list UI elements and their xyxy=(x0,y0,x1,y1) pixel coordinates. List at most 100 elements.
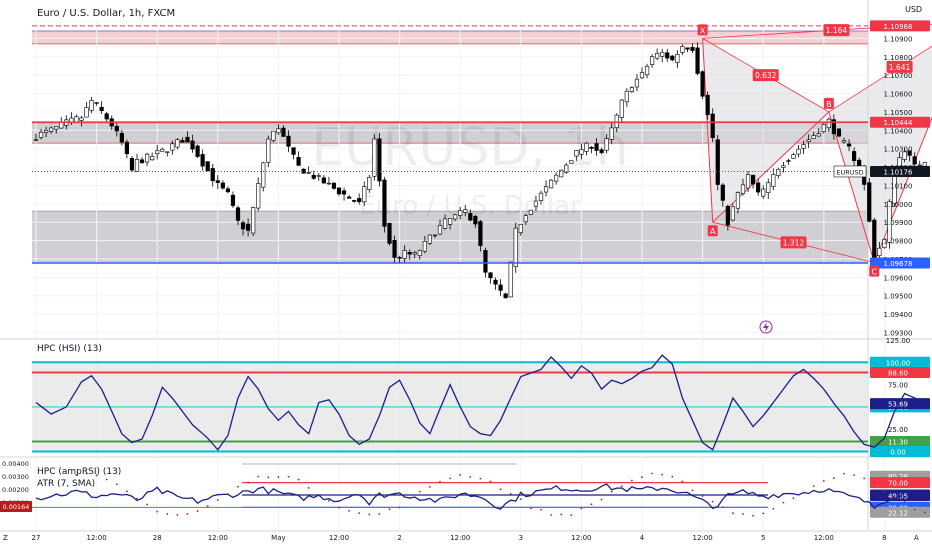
amprsi-indicator-title[interactable]: HPC (ampRSI) (13) xyxy=(37,467,121,477)
candle xyxy=(634,73,640,91)
candle xyxy=(367,174,372,193)
candle-body xyxy=(518,224,523,233)
candle-body xyxy=(493,279,498,285)
candle xyxy=(796,145,801,158)
candle-body xyxy=(104,113,109,120)
candle-body xyxy=(609,127,614,140)
pattern-point-a[interactable]: A xyxy=(707,225,718,237)
hsi-level-tag: 88.60 xyxy=(870,366,930,378)
candle-body xyxy=(559,169,564,178)
candle xyxy=(725,204,730,231)
lightning-icon[interactable] xyxy=(759,320,773,334)
candle-body xyxy=(634,78,640,88)
hsi-level-tag-text: 88.60 xyxy=(888,369,908,377)
time-tick-label: 2 xyxy=(397,534,401,542)
atr-dot xyxy=(489,480,492,483)
level-tag-blue-level: 1.09678 xyxy=(870,257,930,269)
atr-dot xyxy=(509,493,512,495)
candle xyxy=(660,48,665,63)
candle xyxy=(175,138,180,150)
candle-body xyxy=(846,143,852,147)
atr-dot xyxy=(681,480,684,483)
candle xyxy=(261,161,266,192)
hsi-tick-label: 75.00 xyxy=(888,382,908,390)
pattern-point-label: C xyxy=(872,268,878,277)
hsi-level-tag-bg xyxy=(870,446,930,458)
pattern-point-x[interactable]: X xyxy=(697,24,708,35)
candle xyxy=(705,91,710,120)
candle xyxy=(887,199,892,249)
pattern-point-c[interactable]: C xyxy=(869,265,880,277)
candle xyxy=(377,133,382,187)
candle-body xyxy=(543,186,549,193)
price-tick-label: 1.10900 xyxy=(884,35,913,43)
candle xyxy=(447,218,453,230)
candle xyxy=(574,150,579,161)
candle-body xyxy=(700,71,705,97)
time-tick-label: 5 xyxy=(761,534,765,542)
candle xyxy=(185,131,190,143)
candle xyxy=(276,124,281,135)
candle xyxy=(331,182,337,190)
candle-body xyxy=(281,127,286,137)
candle xyxy=(392,235,397,264)
candle xyxy=(801,140,806,155)
candle-body xyxy=(357,198,362,203)
candle-body xyxy=(306,172,311,174)
candle-body xyxy=(624,90,629,103)
candle-body xyxy=(276,128,281,134)
price-tick-label: 1.10300 xyxy=(884,146,913,154)
time-tick-label: 12:00 xyxy=(450,534,470,542)
atr-last-bg xyxy=(0,501,32,512)
candle xyxy=(139,157,145,164)
candle-body xyxy=(195,145,200,157)
atr-dot xyxy=(75,474,78,476)
candle xyxy=(624,88,629,107)
candle-body xyxy=(801,144,806,149)
amprsi-oscillator: 80.2870.0050.0049.0530.0022.120.004000.0… xyxy=(0,460,930,518)
candle-body xyxy=(89,100,94,111)
hsi-level-tag: 11.30 xyxy=(870,435,930,447)
atr-indicator-title[interactable]: ATR (7, SMA) xyxy=(37,479,95,489)
zone-resistance-top xyxy=(32,31,868,44)
candle-body xyxy=(382,179,387,227)
hsi-last-tag: 53.69 xyxy=(870,398,930,410)
candle-body xyxy=(447,218,453,225)
candle xyxy=(357,193,362,205)
atr-dot xyxy=(317,494,320,496)
candle-body xyxy=(735,192,741,209)
candle xyxy=(453,214,458,222)
amprsi-level-tag-text: 70.00 xyxy=(888,480,908,488)
candle xyxy=(569,160,574,164)
level-tag-dashed-top: 1.10968 xyxy=(870,20,930,32)
hsi-indicator-title[interactable]: HPC (HSI) (13) xyxy=(37,344,102,354)
level-tag-dashed-top-text: 1.10968 xyxy=(884,23,913,31)
candle-body xyxy=(478,221,483,246)
candle xyxy=(190,134,195,153)
candle xyxy=(230,191,236,208)
zone-upper-gray xyxy=(32,122,868,144)
candle xyxy=(412,250,417,259)
candle xyxy=(811,131,816,139)
candle xyxy=(346,194,352,199)
candle-body xyxy=(240,222,246,230)
candle-body xyxy=(246,223,251,231)
candle-body xyxy=(84,107,89,118)
atr-dot xyxy=(843,472,845,475)
candle xyxy=(639,67,645,80)
candle xyxy=(831,114,836,140)
candle xyxy=(836,128,842,138)
hsi-tick-label: 25.00 xyxy=(888,426,908,434)
pattern-point-b[interactable]: B xyxy=(823,97,834,109)
atr-dot xyxy=(620,485,623,488)
atr-dot xyxy=(772,507,775,510)
atr-dot xyxy=(661,473,664,476)
candle xyxy=(882,238,887,249)
candle-body xyxy=(124,141,129,155)
candle-body xyxy=(311,174,316,179)
candle-body xyxy=(851,151,857,161)
candle-body xyxy=(528,209,533,215)
candle xyxy=(559,169,564,178)
